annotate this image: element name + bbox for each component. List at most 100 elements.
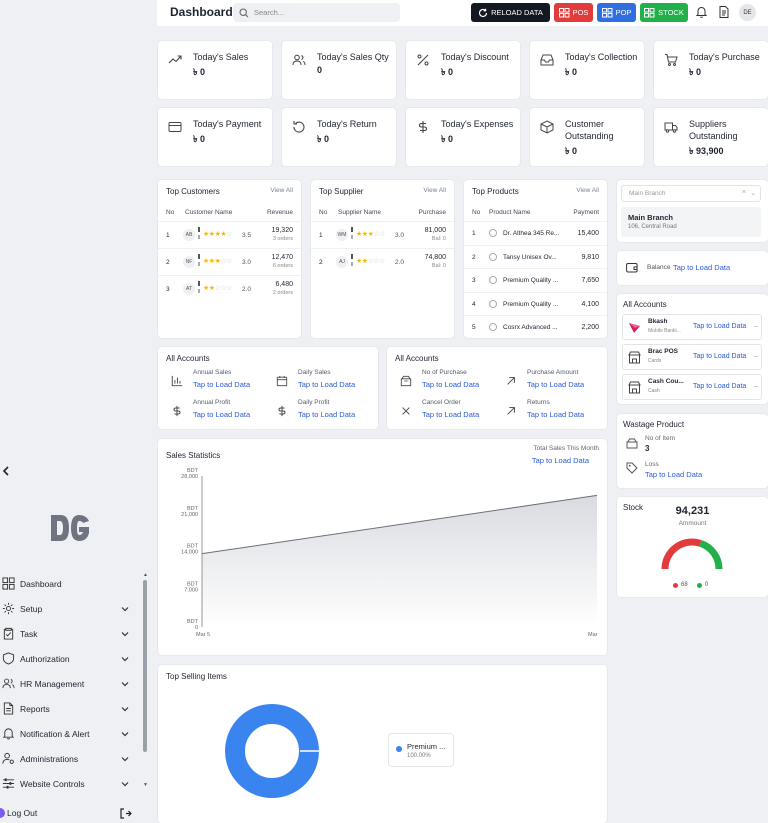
stat-value: ৳ 93,900 <box>689 146 724 156</box>
table-row[interactable]: 1 AB ★★★★☆ 3.5 19,320 3 orders <box>158 221 301 248</box>
table-row[interactable]: 2 Tansy Unisex Ov... 9,810 <box>464 244 607 268</box>
tap-to-load-link[interactable]: Tap to Load Data <box>693 323 747 330</box>
sidebar-item-authorization[interactable]: Authorization <box>0 648 140 670</box>
view-all-link[interactable]: View All <box>576 187 599 194</box>
tap-to-load-link[interactable]: Tap to Load Data <box>422 410 480 419</box>
column-header: No <box>166 209 175 216</box>
table-row[interactable]: 5 Cosrx Advanced ... 2,200 <box>464 315 607 338</box>
top-products-title: Top Products <box>472 187 519 196</box>
chevron-down-icon <box>120 604 130 614</box>
sidebar-item-website-controls[interactable]: Website Controls <box>0 773 140 795</box>
product-name: Premium Quality ... <box>503 300 559 308</box>
row-number: 5 <box>472 324 476 331</box>
donut-slice[interactable] <box>225 704 319 798</box>
stat-card[interactable]: Today's Sales Qty 0 <box>282 41 396 99</box>
stat-card[interactable]: Today's Sales ৳ 0 <box>158 41 272 99</box>
dollar-icon <box>416 120 430 134</box>
view-all-link[interactable]: View All <box>270 187 293 194</box>
sidebar-item-reports[interactable]: Reports <box>0 698 140 720</box>
bell-icon[interactable] <box>696 6 707 18</box>
sidebar-item-notification-alert[interactable]: Notification & Alert <box>0 723 140 745</box>
tap-to-load-link[interactable]: Tap to Load Data <box>298 380 356 389</box>
balance-load-link[interactable]: Tap to Load Data <box>673 263 731 272</box>
sidebar-item-label: HR Management <box>20 679 85 689</box>
tap-to-load-link[interactable]: Tap to Load Data <box>422 380 480 389</box>
sales-statistics-title: Sales Statistics <box>166 451 221 460</box>
stat-card[interactable]: Today's Payment ৳ 0 <box>158 108 272 166</box>
stat-card[interactable]: Today's Discount ৳ 0 <box>406 41 520 99</box>
account-type: Cards <box>648 358 662 364</box>
table-row[interactable]: 3 Premium Quality ... 7,650 <box>464 268 607 291</box>
account-row[interactable]: Cash Cou... Cash Tap to Load Data – <box>622 374 762 400</box>
tap-to-load-link[interactable]: Tap to Load Data <box>527 380 585 389</box>
branch-info[interactable]: Main Branch 106, Central Road <box>621 207 761 237</box>
row-amount: 7,650 <box>581 277 599 284</box>
document-icon[interactable] <box>719 6 729 18</box>
table-row[interactable]: 4 Premium Quality ... 4,100 <box>464 291 607 315</box>
sidebar-item-dashboard[interactable]: Dashboard <box>0 573 140 595</box>
table-row[interactable]: 3 AT ★★☆☆☆ 2.0 6,480 2 orders <box>158 275 301 302</box>
stat-value: ৳ 0 <box>565 67 577 77</box>
stock-gauge <box>661 538 723 570</box>
table-row[interactable]: 1 WM ★★★☆☆ 3.0 81,000 Bal: 0 <box>311 221 454 248</box>
stat-value: ৳ 0 <box>441 67 453 77</box>
stat-card[interactable]: Today's Return ৳ 0 <box>282 108 396 166</box>
total-sales-link[interactable]: Tap to Load Data <box>531 456 589 465</box>
sidebar-item-setup[interactable]: Setup <box>0 598 140 620</box>
rotate-ccw-icon <box>292 120 306 134</box>
user-avatar[interactable]: DE <box>739 4 756 21</box>
stat-card[interactable]: Customer Outstanding ৳ 0 <box>530 108 644 166</box>
wastage-loss-link[interactable]: Tap to Load Data <box>645 470 703 479</box>
tap-to-load-link[interactable]: Tap to Load Data <box>193 380 251 389</box>
table-row[interactable]: 2 NF ★★★☆☆ 3.0 12,470 6 orders <box>158 248 301 275</box>
stat-card[interactable]: Today's Expenses ৳ 0 <box>406 108 520 166</box>
search-placeholder: Search... <box>254 8 285 17</box>
account-row[interactable]: Bkash Mobile Banki... Tap to Load Data – <box>622 314 762 340</box>
logout-label: Log Out <box>7 808 38 818</box>
search-input[interactable]: Search... <box>233 3 400 22</box>
sidebar-item-administrations[interactable]: Administrations <box>0 748 140 770</box>
clear-icon[interactable]: × <box>741 189 746 196</box>
tap-to-load-link[interactable]: Tap to Load Data <box>527 410 585 419</box>
x-icon <box>400 405 412 417</box>
table-row[interactable]: 1 Dr. Althea 345 Re... 15,400 <box>464 221 607 244</box>
cart-icon <box>664 53 678 67</box>
legend-green-dot <box>696 582 702 588</box>
product-name: Dr. Althea 345 Re... <box>503 230 560 237</box>
top-supplier-card: Top Supplier View All No Supplier Name P… <box>311 180 454 338</box>
sidebar: Dashboard Setup Task Authorization HR Manage… <box>0 0 152 823</box>
gauge-green-arc <box>699 539 723 570</box>
stat-card[interactable]: Suppliers Outstanding ৳ 93,900 <box>654 108 768 166</box>
row-subtext: 6 orders <box>272 263 293 269</box>
sidebar-scrollbar[interactable]: ▲ ▼ <box>143 572 148 788</box>
collapse-chevron-icon[interactable] <box>2 466 10 476</box>
tap-to-load-link[interactable]: Tap to Load Data <box>693 353 747 360</box>
dollar-icon <box>171 405 183 417</box>
sidebar-item-task[interactable]: Task <box>0 623 140 645</box>
stat-title: Today's Return <box>317 119 377 129</box>
logout-button[interactable]: Log Out <box>0 805 140 821</box>
users-icon <box>2 677 16 691</box>
pos-button[interactable]: POS <box>554 3 593 22</box>
wallet-icon <box>626 262 638 273</box>
column-header: Supplier Name <box>338 209 381 216</box>
table-row[interactable]: 2 AJ ★★☆☆☆ 2.0 74,800 Bal: 0 <box>311 248 454 275</box>
tag-icon <box>626 462 638 474</box>
account-name: Cash Cou... <box>648 378 684 385</box>
name-truncated <box>198 227 200 232</box>
tap-to-load-link[interactable]: Tap to Load Data <box>298 410 356 419</box>
view-all-link[interactable]: View All <box>423 187 446 194</box>
sidebar-item-hr-management[interactable]: HR Management <box>0 673 140 695</box>
tap-to-load-link[interactable]: Tap to Load Data <box>693 383 747 390</box>
stat-card[interactable]: Today's Purchase ৳ 0 <box>654 41 768 99</box>
tap-to-load-link[interactable]: Tap to Load Data <box>193 410 251 419</box>
row-amount: 74,800 <box>424 254 446 261</box>
stat-card[interactable]: Today's Collection ৳ 0 <box>530 41 644 99</box>
stock-button[interactable]: STOCK <box>640 3 688 22</box>
product-thumb-icon <box>489 323 497 331</box>
pop-button[interactable]: POP <box>597 3 636 22</box>
reload-data-button[interactable]: RELOAD DATA <box>471 3 550 22</box>
account-row[interactable]: Brac POS Cards Tap to Load Data – <box>622 344 762 370</box>
legend-red-dot <box>673 582 678 588</box>
branch-select[interactable]: Main Branch × ⌄ <box>621 185 761 202</box>
